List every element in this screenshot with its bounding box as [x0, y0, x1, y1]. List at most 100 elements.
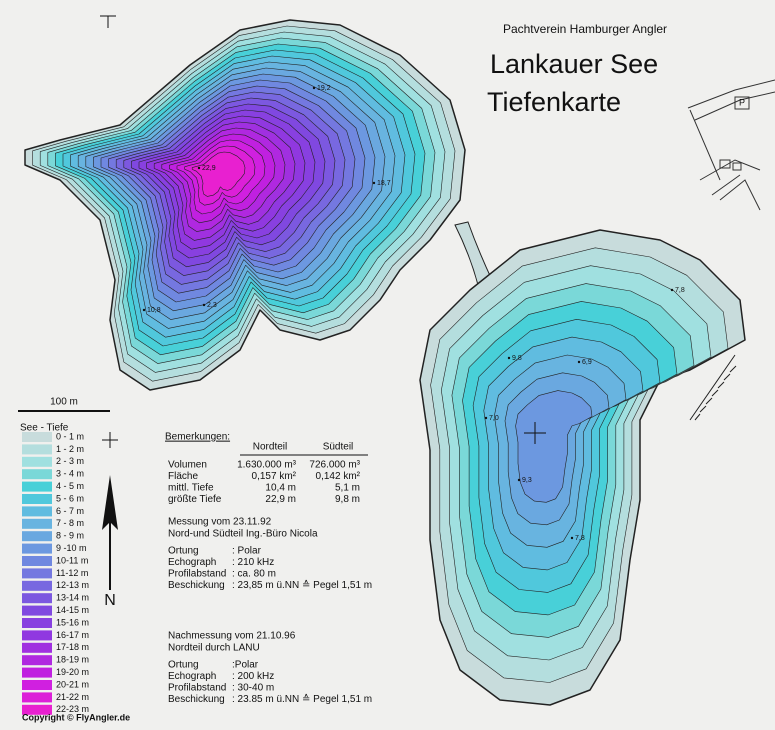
legend-label: 20-21 m [56, 679, 89, 689]
legend-label: 5 - 6 m [56, 493, 84, 503]
legend-swatch [22, 630, 52, 641]
legend-label: 12-13 m [56, 580, 89, 590]
legend: 0 - 1 m 1 - 2 m 2 - 3 m 3 - 4 m 4 - 5 m 5 - 6… [22, 431, 89, 715]
south-value: 0,142 km² [316, 471, 361, 482]
depth-point [197, 166, 201, 170]
legend-swatch [22, 556, 52, 566]
north-value: 22,9 m [265, 494, 296, 505]
survey-heading: Messung vom 23.11.92 [168, 517, 272, 528]
depth-point [202, 303, 206, 307]
spot-depth: 2,3 [207, 302, 217, 309]
legend-label: 2 - 3 m [56, 456, 84, 466]
legend-label: 3 - 4 m [56, 469, 84, 479]
shore-hatching [689, 354, 737, 421]
legend-label: 18-19 m [56, 655, 89, 665]
subtitle: Tiefenkarte [487, 87, 621, 117]
copyright: Copyright © FlyAngler.de [22, 712, 130, 722]
depth-point [312, 86, 316, 90]
legend-swatch [22, 444, 52, 455]
depth-layer [191, 151, 246, 197]
organization: Pachtverein Hamburger Angler [503, 22, 667, 36]
spot-depth: 18,7 [377, 180, 391, 187]
legend-swatch [22, 618, 52, 628]
survey-value: : Polar [232, 546, 262, 557]
survey-label: Beschickung [168, 580, 225, 591]
spot-depth: 7,0 [489, 415, 499, 422]
survey-value: : 23.85 m ü.NN ≙ Pegel 1,51 m [232, 693, 372, 705]
survey-value: : 200 kHz [232, 671, 274, 682]
north-value: 0,157 km² [252, 471, 297, 482]
legend-swatch [22, 469, 52, 480]
spot-depth: 6,9 [582, 359, 592, 366]
depth-layer [515, 390, 593, 503]
legend-title: See - Tiefe [20, 423, 69, 434]
row-label: größte Tiefe [168, 494, 222, 505]
remarks-table: Volumen 1.630.000 m³ 726.000 m³ Fläche 0,157… [168, 460, 361, 506]
spot-depth: 19,2 [317, 85, 331, 92]
legend-label: 6 - 7 m [56, 506, 84, 516]
legend-swatch [22, 481, 52, 492]
south-value: 9,8 m [335, 494, 360, 505]
legend-swatch [22, 518, 52, 529]
legend-label: 13-14 m [56, 593, 89, 603]
survey-label: Echograph [168, 557, 216, 568]
legend-label: 10-11 m [56, 555, 88, 565]
title: Lankauer See [490, 49, 658, 79]
column-header: Südteil [323, 442, 354, 453]
legend-label: 1 - 2 m [56, 444, 84, 454]
depth-point [517, 478, 521, 482]
legend-label: 21-22 m [56, 692, 89, 702]
parking-label: P [739, 97, 745, 107]
legend-swatch [22, 456, 52, 467]
legend-swatch [22, 680, 52, 690]
survey-label: Echograph [168, 671, 216, 682]
legend-label: 8 - 9 m [56, 531, 84, 541]
legend-swatch [22, 642, 52, 653]
legend-label: 7 - 8 m [56, 518, 84, 528]
depth-point [577, 360, 581, 364]
survey-label: Beschickung [168, 694, 225, 705]
survey-label: Profilabstand [168, 683, 226, 694]
legend-label: 4 - 5 m [56, 481, 84, 491]
legend-label: 17-18 m [56, 642, 89, 652]
spot-depth: 22,9 [202, 165, 216, 172]
depth-point [670, 288, 674, 292]
legend-label: 11-12 m [56, 568, 88, 578]
column-header: Nordteil [253, 442, 287, 453]
legend-swatch [22, 605, 52, 616]
depth-point [142, 308, 146, 312]
survey-label: Ortung [168, 546, 199, 557]
depth-point [507, 356, 511, 360]
spot-depth: 7,8 [675, 287, 685, 294]
north-value: 10,4 m [265, 483, 296, 494]
remarks-title: Bemerkungen: [165, 432, 230, 443]
legend-label: 16-17 m [56, 630, 89, 640]
survey-label: Ortung [168, 660, 199, 671]
north-value: 1.630.000 m³ [237, 460, 297, 471]
legend-swatch [22, 568, 52, 579]
legend-swatch [22, 593, 52, 604]
legend-swatch [22, 692, 52, 703]
depth-point [372, 181, 376, 185]
north-label: N [104, 592, 116, 609]
south-value: 5,1 m [335, 483, 360, 494]
legend-swatch [22, 531, 52, 542]
legend-swatch [22, 667, 52, 678]
legend-label: 22-23 m [56, 704, 89, 714]
survey-by: Nord-und Südteil Ing.-Büro Nicola [168, 529, 318, 540]
scale-label: 100 m [50, 397, 78, 408]
legend-label: 9 -10 m [56, 543, 87, 553]
survey-value: :Polar [232, 660, 259, 671]
legend-label: 14-15 m [56, 605, 89, 615]
legend-label: 15-16 m [56, 617, 89, 627]
spot-depth: 9,8 [512, 355, 522, 362]
lakes: 22,9 19,2 18,7 10,8 2,3 9,8 6,9 7,8 7,0 9,3 7,8 [24, 19, 746, 706]
legend-swatch [22, 506, 52, 517]
spot-depth: 10,8 [147, 307, 161, 314]
survey-value: : 23,85 m ü.NN ≙ Pegel 1,51 m [232, 579, 372, 591]
legend-swatch [22, 432, 52, 442]
survey-value: : 30-40 m [232, 683, 274, 694]
channel [454, 221, 493, 286]
